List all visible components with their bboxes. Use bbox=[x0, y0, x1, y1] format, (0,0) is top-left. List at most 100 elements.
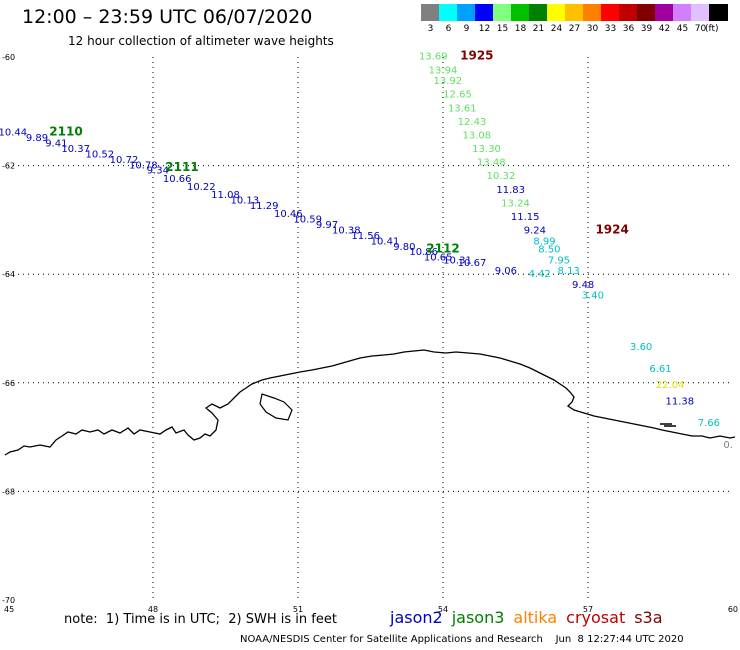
legend-label: 3 bbox=[427, 24, 434, 34]
lat-lon-grid bbox=[8, 57, 733, 600]
wave-height-label: 10.72 bbox=[110, 155, 139, 166]
track-labels: 2110 2111 2112 1925 1924 bbox=[49, 49, 629, 256]
wave-height-label: 12.43 bbox=[458, 117, 487, 128]
legend-label: 36 bbox=[622, 24, 635, 34]
wave-height-label: 9.41 bbox=[45, 139, 67, 150]
wave-height-label: 11.29 bbox=[250, 201, 279, 212]
legend-label: 33 bbox=[604, 24, 617, 34]
satellite-key-s3a: s3a bbox=[634, 608, 663, 627]
wave-height-label: 9.06 bbox=[495, 266, 517, 277]
lat-tick-label: -66 bbox=[2, 379, 15, 388]
legend-label: 6 bbox=[445, 24, 452, 34]
wave-height-label: 10.41 bbox=[371, 236, 400, 247]
lat-tick-label: -64 bbox=[2, 270, 15, 279]
lon-tick-label: 54 bbox=[438, 605, 448, 614]
legend-label: 30 bbox=[586, 24, 599, 34]
wave-height-label: 13.92 bbox=[434, 76, 463, 87]
wave-height-label: 11.38 bbox=[666, 397, 695, 408]
legend-label: 45 bbox=[676, 24, 689, 34]
wave-height-label: 10.52 bbox=[86, 149, 115, 160]
legend-label: 12 bbox=[478, 24, 491, 34]
wave-height-label: 11.56 bbox=[351, 231, 380, 242]
legend-swatch bbox=[493, 4, 512, 21]
wave-height-label: 11.15 bbox=[511, 212, 540, 223]
lon-tick-label: 45 bbox=[4, 605, 14, 614]
map-subtitle: 12 hour collection of altimeter wave hei… bbox=[68, 34, 334, 48]
wave-height-label: 7.95 bbox=[548, 255, 570, 266]
legend-swatch bbox=[439, 4, 458, 21]
legend-swatch bbox=[421, 4, 440, 21]
legend-label: 15 bbox=[496, 24, 509, 34]
legend-swatch bbox=[511, 4, 530, 21]
satellite-key-jason3: jason3 bbox=[451, 608, 505, 627]
legend-swatch bbox=[601, 4, 620, 21]
wave-height-label: 22.04 bbox=[656, 380, 685, 391]
wave-height-label: 3.40 bbox=[582, 291, 604, 302]
wave-height-label: 9.89 bbox=[26, 133, 48, 144]
wave-height-label: 0. bbox=[723, 440, 733, 451]
legend-unit: (ft) bbox=[705, 24, 719, 34]
wave-height-label: 10.22 bbox=[187, 182, 216, 193]
wave-height-label: 7.66 bbox=[698, 418, 720, 429]
satellite-key-altika: altika bbox=[513, 608, 558, 627]
legend-swatch bbox=[547, 4, 566, 21]
legend-label: 24 bbox=[550, 24, 563, 34]
wave-height-label: 11.83 bbox=[496, 185, 525, 196]
wave-height-label: 10.38 bbox=[332, 225, 361, 236]
lon-tick-label: 60 bbox=[728, 605, 738, 614]
wave-height-label: 12.65 bbox=[443, 90, 472, 101]
legend-swatch bbox=[673, 4, 692, 21]
wave-height-label: 9.34 bbox=[147, 166, 169, 177]
map-footer: NOAA/NESDIS Center for Satellite Applica… bbox=[240, 634, 684, 645]
lon-tick-label: 51 bbox=[293, 605, 303, 614]
coastline-inlet bbox=[259, 393, 293, 421]
wave-height-label: 13.24 bbox=[501, 198, 530, 209]
wave-height-label: 13.30 bbox=[472, 144, 501, 155]
wave-height-label: 11.08 bbox=[211, 190, 240, 201]
track-number-label: 2112 bbox=[426, 241, 459, 255]
legend-label: 18 bbox=[514, 24, 527, 34]
lon-tick-label: 57 bbox=[583, 605, 593, 614]
wave-height-label: 8.99 bbox=[533, 236, 555, 247]
wave-height-label: 13.61 bbox=[448, 103, 477, 114]
legend-swatch bbox=[565, 4, 584, 21]
wave-height-label: 10.37 bbox=[61, 144, 90, 155]
map-title: 12:00 – 23:59 UTC 06/07/2020 bbox=[22, 6, 313, 28]
wave-height-label: 8.50 bbox=[538, 244, 560, 255]
wave-height-label: 6.61 bbox=[649, 364, 671, 375]
satellite-key: jason2 jason3 altika cryosat s3a bbox=[390, 608, 672, 627]
wave-height-label: 10.59 bbox=[293, 215, 322, 226]
wave-height-label: 9.80 bbox=[393, 242, 415, 253]
wave-height-label: 13.94 bbox=[429, 65, 458, 76]
wave-height-label: 4.42 bbox=[529, 269, 551, 280]
legend-swatch bbox=[529, 4, 548, 21]
legend-swatch bbox=[619, 4, 638, 21]
legend-swatch bbox=[691, 4, 710, 21]
wave-height-label: 9.24 bbox=[524, 225, 546, 236]
track-number-label: 1924 bbox=[595, 222, 628, 236]
wave-height-label: 10.46 bbox=[274, 209, 303, 220]
wave-height-label: 9.97 bbox=[316, 220, 338, 231]
legend-swatch bbox=[709, 4, 728, 21]
wave-height-label: 10.78 bbox=[129, 160, 158, 171]
map-note: note: 1) Time is in UTC; 2) SWH is in fe… bbox=[64, 612, 337, 627]
wave-height-label: 13.69 bbox=[419, 52, 448, 63]
legend-label: 70 bbox=[694, 24, 707, 34]
wave-height-label: 13.08 bbox=[463, 130, 492, 141]
legend-swatch bbox=[583, 4, 602, 21]
lat-tick-label: -62 bbox=[2, 162, 15, 171]
legend-label: 42 bbox=[658, 24, 671, 34]
legend-label: 9 bbox=[463, 24, 470, 34]
wave-height-label: 10.66 bbox=[163, 174, 192, 185]
wave-height-label: 10.67 bbox=[458, 258, 487, 269]
legend-label: 27 bbox=[568, 24, 581, 34]
legend-label: 39 bbox=[640, 24, 653, 34]
wave-height-label: 8.13 bbox=[558, 266, 580, 277]
lat-tick-label: -60 bbox=[2, 53, 15, 62]
track-number-label: 2111 bbox=[165, 160, 198, 174]
axis-labels: 45 48 51 54 57 60 -60 -62 -64 -66 -68 -70 bbox=[2, 53, 738, 614]
lon-tick-label: 48 bbox=[148, 605, 158, 614]
wave-height-label: 10.13 bbox=[231, 196, 260, 207]
